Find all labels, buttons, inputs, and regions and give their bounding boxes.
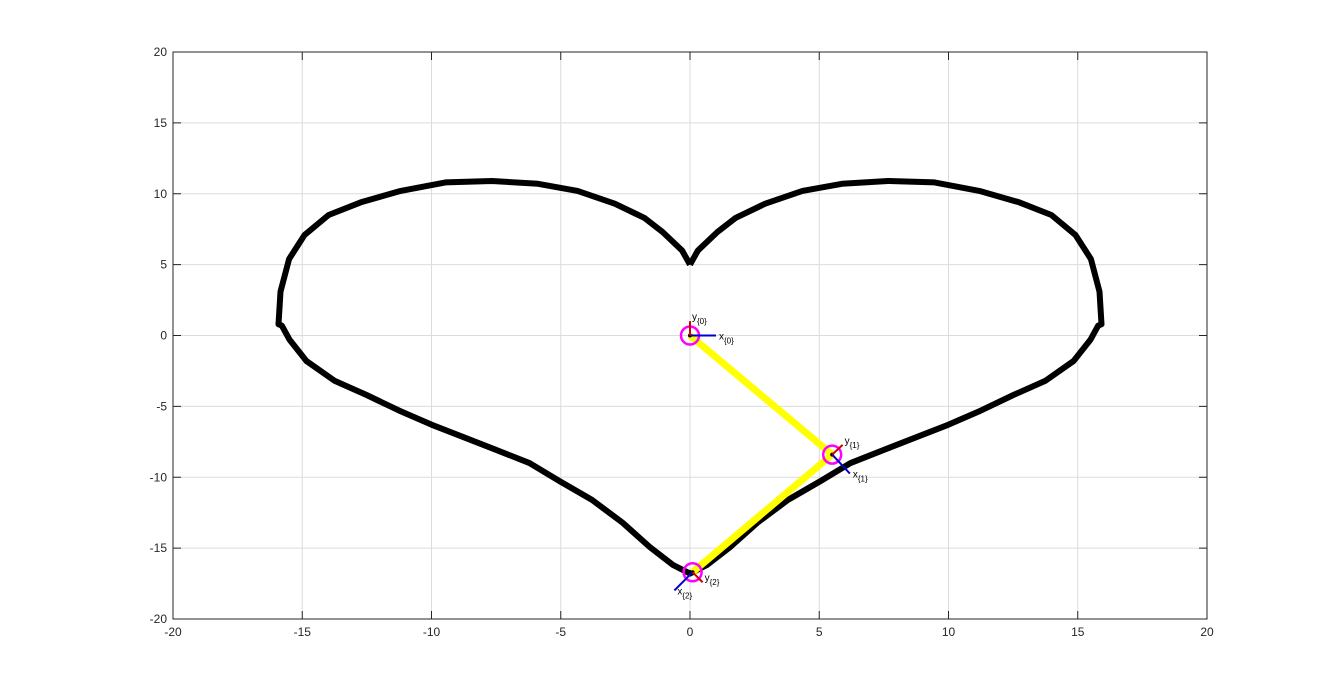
- frame-y-axis: [831, 444, 844, 456]
- x-tick-label: 5: [816, 625, 823, 639]
- frame-y-axis: [691, 571, 704, 583]
- y-tick-label: 20: [154, 45, 168, 59]
- frame-y-label: y{1}: [845, 436, 860, 450]
- tick-labels: -20 -15 -10 -5 0 5 10 15 20 -20 -15 -10 -5 0 5 10 15 20: [150, 45, 1214, 639]
- y-tick-label: -20: [150, 612, 168, 626]
- x-tick-label: 15: [1071, 625, 1085, 639]
- y-tick-label: -15: [150, 541, 168, 555]
- axes-box: [172, 51, 1208, 620]
- frame-x-label: x{0}: [719, 332, 734, 346]
- frame-x-axis: [831, 453, 851, 475]
- joint-ring: [821, 444, 843, 465]
- y-tick-label: 5: [160, 258, 167, 272]
- frame-x-axis: [673, 571, 694, 592]
- arm-link: [690, 451, 835, 575]
- x-tick-label: -10: [423, 625, 441, 639]
- frame-y-label: y{2}: [705, 573, 720, 587]
- y-tick-label: 0: [160, 329, 167, 343]
- x-tick-label: 20: [1200, 625, 1214, 639]
- frame-y-label: y{0}: [692, 312, 707, 326]
- arm-links-layer: [687, 332, 835, 575]
- y-tick-label: 10: [154, 187, 168, 201]
- x-tick-label: -5: [555, 625, 566, 639]
- arm-link: [687, 332, 835, 458]
- x-tick-label: 10: [942, 625, 956, 639]
- joint-ring: [682, 561, 703, 583]
- frames-layer: x{0} y{0} x{1} y{1} x{2} y{2}: [673, 312, 868, 600]
- y-tick-label: -5: [156, 399, 167, 413]
- x-tick-label: -20: [164, 625, 182, 639]
- x-tick-label: -15: [294, 625, 312, 639]
- x-tick-label: 0: [687, 625, 694, 639]
- y-tick-label: 15: [154, 116, 168, 130]
- y-tick-label: -10: [150, 470, 168, 484]
- frame-x-label: x{1}: [853, 470, 868, 484]
- frame-x-label: x{2}: [677, 586, 692, 600]
